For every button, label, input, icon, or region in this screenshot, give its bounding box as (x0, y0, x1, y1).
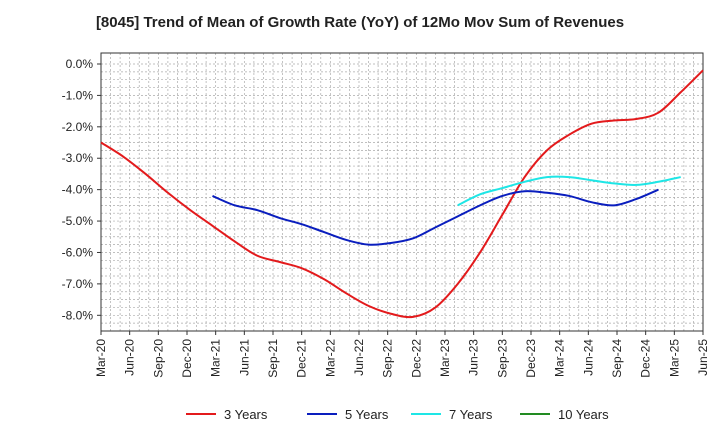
x-tick-label: Dec-20 (180, 339, 194, 378)
x-tick-label: Mar-25 (667, 339, 681, 377)
chart-title: [8045] Trend of Mean of Growth Rate (YoY… (95, 14, 625, 31)
y-tick-label: -7.0% (62, 277, 94, 291)
x-tick-label: Mar-20 (94, 339, 108, 377)
x-tick-label: Jun-25 (696, 339, 710, 376)
x-tick-label: Mar-22 (323, 339, 337, 377)
x-tick-label: Jun-24 (581, 339, 595, 376)
series-line-3-years (100, 69, 704, 319)
y-tick-label: 0.0% (66, 57, 94, 71)
y-tick-label: -3.0% (62, 151, 94, 165)
y-tick-label: -5.0% (62, 214, 94, 228)
series-line-5-years (212, 188, 659, 246)
x-tick-label: Mar-21 (209, 339, 223, 377)
plot-area (100, 52, 704, 332)
x-tick-label: Jun-21 (237, 339, 251, 376)
y-tick-label: -4.0% (62, 183, 94, 197)
series-line-7-years (457, 175, 681, 207)
x-tick-label: Dec-21 (295, 339, 309, 378)
x-tick-label: Sep-21 (266, 339, 280, 378)
x-tick-label: Sep-22 (381, 339, 395, 378)
x-tick-label: Jun-22 (352, 339, 366, 376)
y-tick-label: -2.0% (62, 120, 94, 134)
x-tick-label: Dec-23 (524, 339, 538, 378)
x-tick-label: Sep-24 (610, 339, 624, 378)
x-tick-label: Sep-23 (495, 339, 509, 378)
legend-label: 3 Years (224, 407, 268, 422)
x-tick-label: Jun-23 (467, 339, 481, 376)
x-tick-label: Mar-24 (553, 339, 567, 377)
legend-label: 7 Years (449, 407, 493, 422)
x-tick-label: Dec-24 (639, 339, 653, 378)
x-tick-label: Jun-20 (123, 339, 137, 376)
x-tick-label: Mar-23 (438, 339, 452, 377)
legend-label: 10 Years (558, 407, 609, 422)
y-tick-label: -1.0% (62, 88, 94, 102)
y-tick-label: -8.0% (62, 308, 94, 322)
y-tick-label: -6.0% (62, 245, 94, 259)
legend-label: 5 Years (345, 407, 389, 422)
x-tick-label: Dec-22 (409, 339, 423, 378)
x-tick-label: Sep-20 (151, 339, 165, 378)
